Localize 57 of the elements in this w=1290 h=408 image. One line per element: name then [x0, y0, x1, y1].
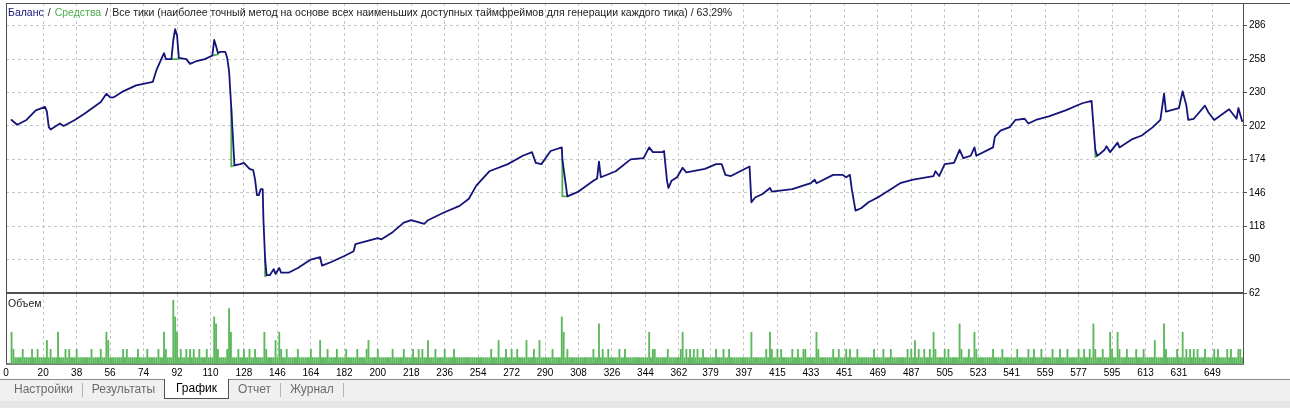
- annotation: /: [47, 6, 51, 18]
- x-tick-label: 344: [637, 366, 655, 378]
- x-tick-label: 218: [402, 366, 421, 378]
- x-tick-label: 559: [1036, 366, 1054, 378]
- x-tick-label: 56: [104, 366, 117, 378]
- x-tick-label: 595: [1103, 366, 1121, 378]
- text: Результаты: [91, 381, 156, 397]
- y-tick-label: 258: [1249, 52, 1267, 64]
- x-tick-label: 236: [436, 366, 454, 378]
- x-tick-label: 326: [603, 366, 621, 378]
- x-tick-label: 308: [570, 366, 588, 378]
- tab: График: [164, 379, 230, 399]
- x-tick-label: 92: [171, 366, 184, 378]
- x-tick-label: 164: [302, 366, 320, 378]
- y-tick-label: 90: [1249, 253, 1261, 265]
- x-tick-label: 433: [802, 366, 820, 378]
- x-tick-label: 362: [670, 366, 688, 378]
- x-tick-label: 415: [769, 366, 787, 378]
- x-tick-label: 146: [269, 366, 287, 378]
- x-tick-label: 577: [1070, 366, 1088, 378]
- x-tick-label: 0: [3, 366, 10, 378]
- x-tick-label: 523: [969, 366, 987, 378]
- y-tick-label: 286: [1249, 19, 1267, 31]
- text: Настройки: [14, 381, 73, 397]
- x-tick-label: 20: [37, 366, 50, 378]
- text: Журнал: [289, 381, 334, 397]
- x-tick-label: 379: [702, 366, 720, 378]
- y-tick-label: 62: [1249, 286, 1261, 298]
- y-tick-label: 118: [1249, 219, 1266, 231]
- x-tick-label: 613: [1137, 366, 1155, 378]
- y-tick-label: 174: [1249, 153, 1267, 165]
- x-tick-label: 290: [536, 366, 554, 378]
- x-tick-label: 631: [1170, 366, 1188, 378]
- x-tick-label: 397: [735, 366, 753, 378]
- x-tick-label: 38: [71, 366, 83, 378]
- x-tick-label: 469: [869, 366, 887, 378]
- x-tick-label: 200: [369, 366, 387, 378]
- text: Баланс: [8, 6, 44, 18]
- chart-title: Все тики (наиболее точный метод на основе всех наименьших доступных таймфреймов для генерации каждого тика) / 63.29%: [112, 6, 733, 18]
- x-tick-label: 451: [836, 366, 854, 378]
- y-tick-label: 230: [1249, 86, 1267, 98]
- text: Отчет: [238, 381, 271, 397]
- x-tick-label: 272: [503, 366, 521, 378]
- x-tick-label: 505: [936, 366, 954, 378]
- x-tick-label: 182: [335, 366, 354, 378]
- y-tick-label: 202: [1249, 119, 1267, 131]
- x-tick-label: 110: [202, 366, 219, 378]
- x-tick-label: 487: [902, 366, 921, 378]
- x-tick-label: 254: [469, 366, 487, 378]
- annotation: /: [105, 6, 109, 18]
- y-tick-label: 146: [1249, 186, 1267, 198]
- chart-title: Объем: [8, 297, 42, 309]
- x-tick-label: 74: [137, 366, 150, 378]
- x-tick-label: 649: [1204, 366, 1222, 378]
- text: Средства: [54, 6, 102, 18]
- x-tick-label: 541: [1003, 366, 1021, 378]
- x-tick-label: 128: [235, 366, 253, 378]
